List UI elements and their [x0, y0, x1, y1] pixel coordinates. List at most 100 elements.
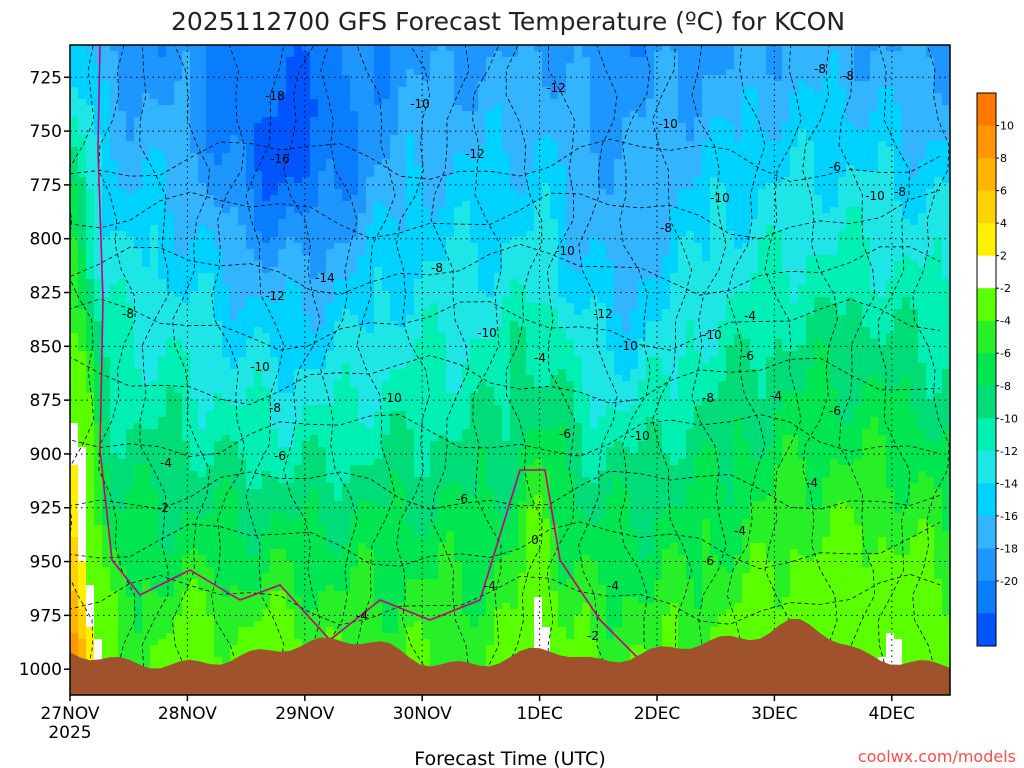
field-cell: [270, 291, 279, 298]
field-cell: [230, 123, 239, 130]
field-cell: [302, 567, 311, 574]
field-cell: [78, 597, 87, 604]
field-cell: [398, 129, 407, 136]
field-cell: [246, 315, 255, 322]
field-cell: [150, 105, 159, 112]
field-cell: [422, 603, 431, 610]
field-cell: [278, 105, 287, 112]
field-cell: [182, 327, 191, 334]
field-cell: [94, 465, 103, 472]
field-cell: [222, 627, 231, 634]
field-cell: [406, 339, 415, 346]
field-cell: [422, 597, 431, 604]
field-cell: [254, 441, 263, 448]
field-cell: [398, 225, 407, 232]
field-cell: [78, 219, 87, 226]
field-cell: [414, 273, 423, 280]
field-cell: [318, 213, 327, 220]
field-cell: [422, 489, 431, 496]
field-cell: [270, 261, 279, 268]
field-cell: [294, 459, 303, 466]
field-cell: [126, 363, 135, 370]
field-cell: [366, 69, 375, 76]
field-cell: [246, 549, 255, 556]
field-cell: [206, 501, 215, 508]
field-cell: [94, 561, 103, 568]
field-cell: [70, 411, 79, 418]
field-cell: [302, 111, 311, 118]
field-cell: [70, 303, 79, 310]
field-cell: [286, 615, 295, 622]
field-cell: [102, 435, 111, 442]
field-cell: [430, 147, 439, 154]
field-cell: [142, 231, 151, 238]
field-cell: [390, 351, 399, 358]
field-cell: [374, 627, 383, 634]
field-cell: [422, 69, 431, 76]
field-cell: [238, 357, 247, 364]
field-cell: [414, 87, 423, 94]
field-cell: [334, 345, 343, 352]
field-cell: [422, 129, 431, 136]
field-cell: [286, 519, 295, 526]
field-cell: [230, 327, 239, 334]
field-cell: [430, 63, 439, 70]
field-cell: [182, 273, 191, 280]
field-cell: [70, 111, 79, 118]
field-cell: [358, 549, 367, 556]
field-cell: [350, 261, 359, 268]
field-cell: [414, 63, 423, 70]
field-cell: [142, 393, 151, 400]
field-cell: [254, 387, 263, 394]
field-cell: [174, 363, 183, 370]
field-cell: [430, 531, 439, 538]
field-cell: [78, 423, 87, 430]
field-cell: [286, 411, 295, 418]
field-cell: [294, 51, 303, 58]
field-cell: [358, 573, 367, 580]
field-cell: [150, 111, 159, 118]
field-cell: [334, 93, 343, 100]
field-cell: [286, 273, 295, 280]
field-cell: [182, 579, 191, 586]
field-cell: [94, 411, 103, 418]
field-cell: [310, 321, 319, 328]
field-cell: [246, 381, 255, 388]
field-cell: [270, 303, 279, 310]
field-cell: [246, 375, 255, 382]
field-cell: [430, 567, 439, 574]
field-cell: [198, 597, 207, 604]
field-cell: [142, 321, 151, 328]
field-cell: [246, 345, 255, 352]
field-cell: [390, 411, 399, 418]
field-cell: [118, 177, 127, 184]
field-cell: [126, 603, 135, 610]
field-cell: [222, 585, 231, 592]
field-cell: [86, 423, 95, 430]
field-cell: [430, 189, 439, 196]
field-cell: [342, 243, 351, 250]
field-cell: [366, 507, 375, 514]
field-cell: [134, 615, 143, 622]
field-cell: [262, 333, 271, 340]
field-cell: [238, 537, 247, 544]
field-cell: [182, 495, 191, 502]
field-cell: [390, 417, 399, 424]
field-cell: [318, 177, 327, 184]
field-cell: [294, 375, 303, 382]
field-cell: [182, 297, 191, 304]
field-cell: [246, 501, 255, 508]
field-cell: [118, 621, 127, 628]
field-cell: [230, 495, 239, 502]
field-cell: [182, 111, 191, 118]
field-cell: [230, 363, 239, 370]
field-cell: [406, 51, 415, 58]
field-cell: [94, 375, 103, 382]
field-cell: [358, 543, 367, 550]
field-cell: [302, 225, 311, 232]
field-cell: [142, 399, 151, 406]
field-cell: [254, 375, 263, 382]
field-cell: [286, 165, 295, 172]
field-cell: [230, 285, 239, 292]
field-cell: [94, 231, 103, 238]
